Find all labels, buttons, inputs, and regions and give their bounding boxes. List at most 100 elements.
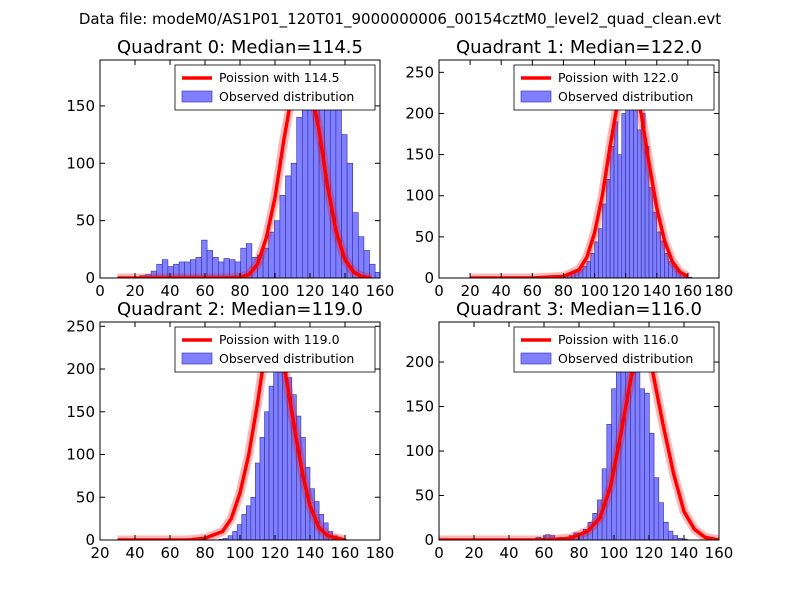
legend-box <box>513 326 715 373</box>
histogram-bar <box>602 203 607 278</box>
x-tick-label: 100 <box>226 544 255 562</box>
histogram-bar <box>259 437 265 540</box>
histogram <box>526 339 688 540</box>
panel-title: Quadrant 0: Median=114.5 <box>117 37 363 58</box>
x-tick-label: 80 <box>554 282 573 300</box>
histogram-bar <box>594 241 599 278</box>
y-tick-label: 0 <box>85 269 95 287</box>
y-tick-label: 150 <box>405 398 434 416</box>
x-tick-label: 100 <box>261 282 290 300</box>
y-tick-label: 0 <box>424 531 434 549</box>
x-tick-label: 80 <box>569 544 588 562</box>
histogram-bar <box>279 195 286 278</box>
poisson-fit-line <box>470 68 689 278</box>
x-tick-label: 60 <box>534 544 553 562</box>
histogram-bar <box>255 462 261 540</box>
legend-fit-label: Poission with 116.0 <box>558 332 679 347</box>
x-tick-label: 20 <box>90 544 109 562</box>
y-tick-label: 150 <box>66 97 95 115</box>
histogram-bar <box>273 351 279 540</box>
histogram <box>128 71 392 278</box>
histogram-bar <box>386 277 392 278</box>
poisson-fit <box>470 66 691 278</box>
x-tick-label: 120 <box>611 282 640 300</box>
x-tick-label: 0 <box>95 282 105 300</box>
histogram-bar <box>633 104 638 278</box>
legend-box <box>513 64 715 111</box>
histogram-bar <box>663 521 669 540</box>
y-tick-label: 50 <box>415 228 434 246</box>
x-tick-label: 140 <box>331 282 360 300</box>
x-tick-label: 180 <box>705 282 734 300</box>
y-tick-label: 150 <box>405 146 434 164</box>
legend: Poission with 119.0 Observed distribution <box>174 326 376 373</box>
x-tick-label: 120 <box>635 544 664 562</box>
poisson-fit-line <box>117 67 372 278</box>
x-tick-label: 160 <box>674 282 703 300</box>
histogram-bar <box>617 154 623 278</box>
histogram-bar <box>634 366 641 540</box>
legend-bar-label: Observed distribution <box>219 89 354 104</box>
x-tick-label: 20 <box>461 282 480 300</box>
x-tick-label: 160 <box>705 544 734 562</box>
panel-0: Quadrant 0: Median=114.5 0 20 40 60 80 100 120 1… <box>66 37 394 300</box>
x-tick-label: 120 <box>261 544 290 562</box>
histogram-bar <box>649 432 655 540</box>
legend-box <box>174 326 376 373</box>
y-tick-label: 100 <box>66 154 95 172</box>
histogram-bar <box>598 228 603 278</box>
x-tick-label: 160 <box>331 544 360 562</box>
x-tick-label: 80 <box>230 282 249 300</box>
histogram-bar <box>285 175 292 278</box>
y-tick-label: 0 <box>85 531 95 549</box>
legend-fit-label: Poission with 122.0 <box>558 70 679 85</box>
legend: Poission with 122.0 Observed distribution <box>513 64 715 111</box>
histogram-bar <box>625 88 630 278</box>
legend-bar-swatch <box>181 352 213 365</box>
x-tick-label: 80 <box>195 544 214 562</box>
poisson-fit-line <box>439 338 719 540</box>
x-tick-label: 20 <box>125 282 144 300</box>
histogram-bar <box>621 113 626 278</box>
x-tick-label: 140 <box>296 544 325 562</box>
y-tick-label: 50 <box>76 212 95 230</box>
y-tick-label: 250 <box>66 317 95 335</box>
poisson-fit <box>117 64 372 278</box>
axes-frame <box>438 59 720 279</box>
histogram-bar <box>658 502 664 540</box>
y-tick-label: 100 <box>66 446 95 464</box>
x-tick-label: 40 <box>160 282 179 300</box>
histogram-bar <box>273 220 281 278</box>
legend-bar-label: Observed distribution <box>558 89 693 104</box>
histogram <box>532 72 693 278</box>
legend-bar-swatch <box>520 352 552 365</box>
panel-1: Quadrant 1: Median=122.00 20 40 60 80 100 120 1… <box>405 37 733 300</box>
histogram-bar <box>232 531 238 540</box>
y-tick-label: 200 <box>66 360 95 378</box>
legend-bar-swatch <box>520 90 552 103</box>
legend-fit-label: Poission with 119.0 <box>219 332 340 347</box>
y-tick-label: 100 <box>405 187 434 205</box>
x-tick-label: 140 <box>642 282 671 300</box>
y-tick-label: 0 <box>424 269 434 287</box>
x-tick-label: 0 <box>434 282 444 300</box>
legend: Poission with 114.5 Observed distribution <box>174 64 376 111</box>
x-tick-label: 160 <box>366 282 395 300</box>
x-tick-label: 100 <box>600 544 629 562</box>
histogram-bar <box>227 535 233 540</box>
histogram-bar <box>264 411 270 540</box>
y-tick-label: 250 <box>405 63 434 81</box>
histogram-bar <box>637 129 642 278</box>
panel-title: Quadrant 2: Median=119.0 <box>117 299 363 320</box>
panel-title: Quadrant 3: Median=116.0 <box>456 299 702 320</box>
histogram-bar <box>268 385 274 540</box>
y-tick-label: 200 <box>405 104 434 122</box>
histogram-bar <box>201 239 208 278</box>
x-tick-label: 40 <box>492 282 511 300</box>
y-tick-label: 200 <box>405 353 434 371</box>
x-tick-label: 60 <box>523 282 542 300</box>
x-tick-label: 140 <box>670 544 699 562</box>
panel-title: Quadrant 1: Median=122.0 <box>456 37 702 58</box>
x-tick-label: 120 <box>296 282 325 300</box>
